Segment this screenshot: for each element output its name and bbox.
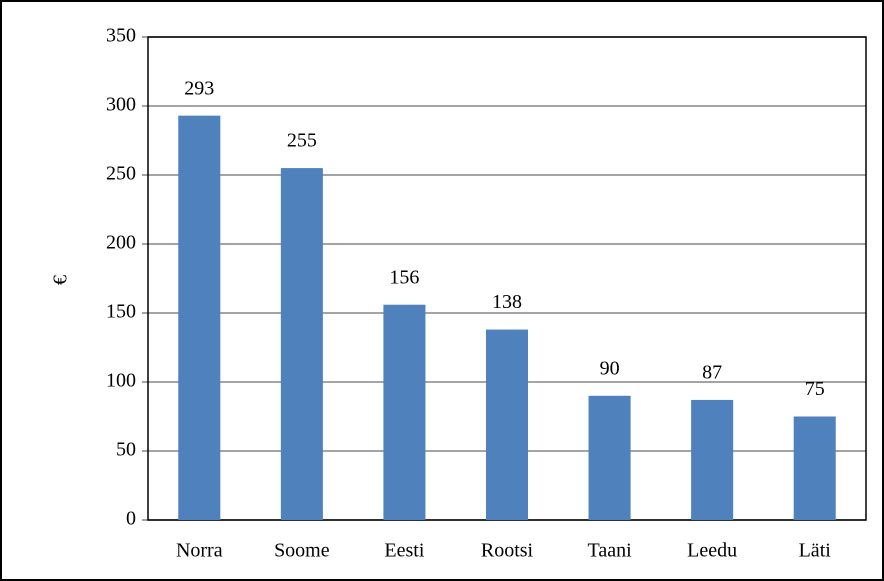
bar <box>280 168 323 520</box>
y-tick-label: 300 <box>106 94 136 116</box>
data-label: 156 <box>389 266 419 288</box>
x-tick-label: Leedu <box>687 540 737 562</box>
x-tick-label: Norra <box>176 540 223 562</box>
bar <box>485 329 529 520</box>
y-tick-label: 250 <box>106 163 136 185</box>
y-tick-label: 200 <box>106 232 136 254</box>
data-label: 75 <box>805 378 825 400</box>
data-label: 87 <box>702 362 722 384</box>
x-tick-label: Soome <box>274 540 330 562</box>
bar <box>178 115 221 520</box>
x-tick-label: Läti <box>799 540 832 562</box>
x-tick-label: Rootsi <box>481 540 534 562</box>
x-tick-label: Eesti <box>384 540 424 562</box>
data-label: 90 <box>600 357 620 379</box>
x-tick-label: Taani <box>588 540 633 562</box>
y-tick-label: 150 <box>106 301 136 323</box>
y-tick-label: 0 <box>126 508 136 530</box>
bar <box>691 399 734 520</box>
bar <box>383 304 426 520</box>
bar <box>793 416 836 520</box>
data-label: 293 <box>184 77 214 99</box>
data-label: 255 <box>287 130 317 152</box>
y-tick-label: 350 <box>106 25 136 47</box>
data-label: 138 <box>492 291 522 313</box>
y-tick-label: 100 <box>106 370 136 392</box>
bar <box>588 395 631 520</box>
y-tick-label: 50 <box>116 439 136 461</box>
y-axis-label: € <box>50 275 72 285</box>
